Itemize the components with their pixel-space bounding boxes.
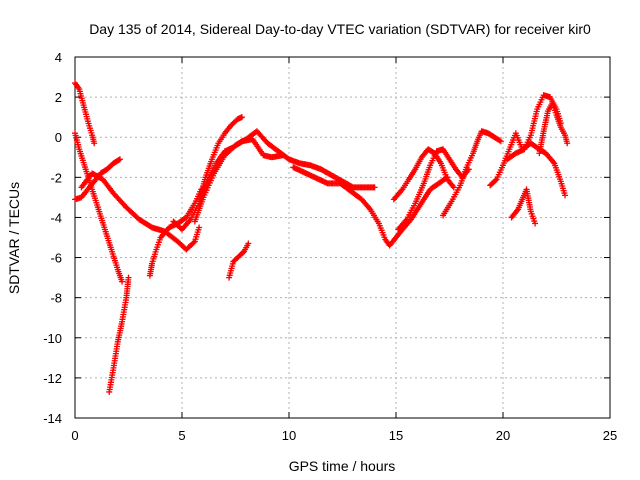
data-point	[279, 152, 286, 159]
x-tick-label: 25	[603, 428, 617, 443]
data-points	[72, 80, 571, 395]
data-point	[449, 183, 456, 190]
data-point	[91, 140, 98, 147]
y-tick-label: -2	[50, 170, 62, 185]
y-axis-label: SDTVAR / TECUs	[6, 182, 22, 294]
data-point	[116, 156, 123, 163]
data-point	[492, 177, 499, 184]
tick-labels: 0 5 10 15 20 25 -14 -12 -10 -8 -6 -4 -2 0 2 4	[43, 50, 617, 443]
data-point	[450, 184, 457, 191]
series-trace-f	[146, 186, 205, 279]
data-point	[245, 240, 252, 247]
series-trace-m	[395, 146, 472, 233]
series-trace-i	[170, 136, 286, 233]
data-point	[196, 224, 203, 231]
data-point	[238, 114, 245, 121]
data-point	[239, 249, 246, 256]
series-trace-b	[72, 80, 98, 147]
x-tick-label: 20	[496, 428, 510, 443]
data-point	[190, 239, 197, 246]
y-tick-label: -14	[43, 411, 62, 426]
y-tick-label: -8	[50, 291, 62, 306]
data-point	[125, 274, 132, 281]
x-tick-label: 0	[71, 428, 78, 443]
data-point	[371, 184, 378, 191]
y-tick-label: 0	[55, 130, 62, 145]
series-trace-q	[508, 186, 539, 227]
y-tick-label: -10	[43, 331, 62, 346]
plot-frame	[74, 56, 611, 419]
chart-title: Day 135 of 2014, Sidereal Day-to-day VTE…	[89, 21, 591, 37]
data-point	[496, 137, 503, 144]
data-point	[513, 207, 520, 214]
series-trace-d	[106, 274, 132, 395]
series-trace-l	[390, 146, 457, 203]
x-tick-label: 10	[282, 428, 296, 443]
data-point	[564, 140, 571, 147]
data-point	[562, 192, 569, 199]
series-trace-c	[72, 130, 126, 285]
series-trace-n	[440, 128, 504, 219]
x-axis-label: GPS time / hours	[289, 458, 396, 474]
x-tick-label: 15	[389, 428, 403, 443]
series-trace-e	[78, 170, 203, 253]
series-trace-r	[536, 100, 571, 157]
y-tick-label: -12	[43, 371, 62, 386]
grid-lines	[75, 57, 610, 418]
series-trace-j	[226, 240, 252, 281]
x-tick-label: 5	[178, 428, 185, 443]
data-point	[497, 138, 504, 145]
y-tick-label: 4	[55, 50, 62, 65]
y-tick-label: -4	[50, 210, 62, 225]
y-tick-label: -6	[50, 251, 62, 266]
data-point	[532, 220, 539, 227]
data-point	[115, 156, 122, 163]
data-point	[119, 278, 126, 285]
y-tick-label: 2	[55, 90, 62, 105]
